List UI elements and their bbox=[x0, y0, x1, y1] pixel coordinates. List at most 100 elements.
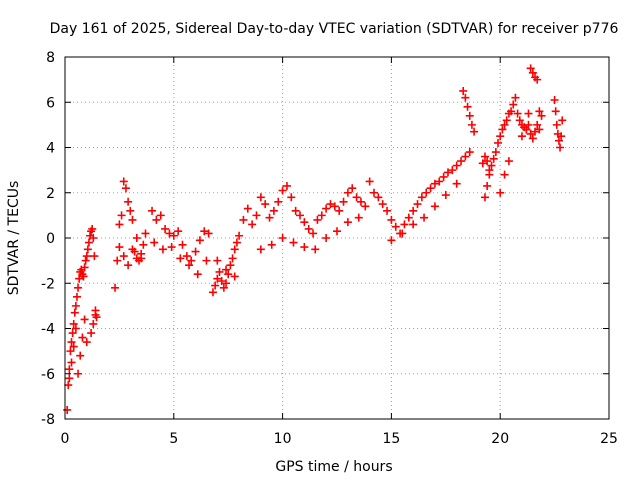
data-point bbox=[443, 168, 452, 177]
data-point bbox=[287, 193, 296, 202]
data-point bbox=[124, 197, 133, 206]
data-point bbox=[558, 116, 567, 125]
data-point bbox=[378, 200, 387, 209]
y-tick-label: 4 bbox=[46, 141, 55, 157]
data-point bbox=[552, 120, 561, 129]
data-point bbox=[330, 202, 339, 211]
data-point bbox=[158, 245, 167, 254]
data-point bbox=[228, 254, 237, 263]
data-point bbox=[165, 229, 174, 238]
data-point bbox=[261, 200, 270, 209]
data-point bbox=[195, 236, 204, 245]
data-point bbox=[89, 319, 98, 328]
data-point bbox=[82, 252, 91, 261]
data-point bbox=[528, 134, 537, 143]
data-point bbox=[528, 68, 537, 77]
data-point bbox=[65, 374, 74, 383]
chart-title: Day 161 of 2025, Sidereal Day-to-day VTE… bbox=[50, 21, 619, 37]
data-point bbox=[339, 197, 348, 206]
data-point bbox=[176, 254, 185, 263]
data-point bbox=[70, 308, 79, 317]
data-point bbox=[185, 261, 194, 270]
data-point bbox=[91, 310, 100, 319]
data-point bbox=[278, 234, 287, 242]
data-point bbox=[383, 206, 392, 215]
y-tick-label: 6 bbox=[46, 95, 55, 111]
data-point bbox=[63, 405, 72, 414]
data-point bbox=[68, 329, 77, 338]
data-point bbox=[161, 224, 170, 233]
data-point bbox=[232, 238, 241, 247]
data-point bbox=[69, 342, 78, 351]
data-point bbox=[128, 215, 137, 224]
data-point bbox=[204, 229, 213, 238]
data-point bbox=[115, 220, 124, 229]
data-point bbox=[480, 152, 489, 161]
data-point bbox=[483, 181, 492, 190]
data-point bbox=[248, 220, 257, 229]
data-point bbox=[461, 93, 470, 102]
data-point bbox=[551, 107, 560, 116]
data-point bbox=[208, 288, 217, 297]
data-point bbox=[398, 229, 407, 238]
data-point bbox=[137, 254, 146, 263]
data-point bbox=[235, 231, 244, 240]
data-point bbox=[537, 111, 546, 120]
data-point bbox=[535, 125, 544, 134]
data-point bbox=[500, 170, 509, 179]
data-point bbox=[113, 256, 122, 265]
data-point bbox=[182, 252, 191, 261]
y-tick-label: 0 bbox=[46, 231, 55, 247]
data-point bbox=[524, 120, 533, 129]
data-point bbox=[452, 179, 461, 188]
data-point bbox=[409, 206, 418, 215]
data-point bbox=[111, 283, 120, 292]
data-point bbox=[485, 170, 494, 179]
data-point bbox=[300, 243, 309, 252]
data-point bbox=[348, 184, 357, 193]
y-tick-label: -6 bbox=[41, 367, 55, 383]
x-axis-title: GPS time / hours bbox=[275, 459, 392, 475]
data-point bbox=[115, 243, 124, 252]
y-tick-label: 8 bbox=[46, 50, 55, 66]
data-point bbox=[409, 220, 418, 229]
data-point bbox=[494, 138, 503, 147]
data-point bbox=[533, 120, 542, 129]
data-point bbox=[282, 181, 291, 190]
grid bbox=[65, 57, 609, 419]
plot-area bbox=[63, 64, 567, 414]
data-point bbox=[352, 193, 361, 202]
data-point bbox=[524, 109, 533, 118]
data-point bbox=[66, 347, 75, 356]
data-point bbox=[256, 193, 265, 202]
data-point bbox=[457, 157, 466, 166]
data-point bbox=[150, 238, 159, 247]
data-point bbox=[400, 220, 409, 229]
data-point bbox=[274, 197, 283, 206]
data-point bbox=[480, 193, 489, 202]
data-point bbox=[269, 206, 278, 215]
data-point bbox=[452, 161, 461, 170]
data-point bbox=[219, 283, 228, 292]
data-point bbox=[498, 125, 507, 134]
data-point bbox=[435, 177, 444, 186]
data-point bbox=[265, 213, 274, 222]
data-point bbox=[119, 177, 128, 186]
data-point bbox=[526, 64, 535, 73]
data-point bbox=[369, 188, 378, 197]
data-point bbox=[420, 213, 429, 222]
data-point bbox=[439, 172, 448, 181]
data-point bbox=[67, 358, 76, 367]
data-point bbox=[422, 188, 431, 197]
data-point bbox=[67, 338, 76, 347]
data-point bbox=[496, 188, 505, 197]
data-point bbox=[513, 109, 522, 118]
x-tick-label: 15 bbox=[382, 431, 400, 447]
data-point bbox=[222, 265, 231, 274]
data-point bbox=[121, 184, 130, 193]
data-point bbox=[333, 227, 341, 236]
data-point bbox=[311, 245, 320, 254]
data-point bbox=[71, 301, 80, 310]
data-point bbox=[296, 211, 305, 220]
